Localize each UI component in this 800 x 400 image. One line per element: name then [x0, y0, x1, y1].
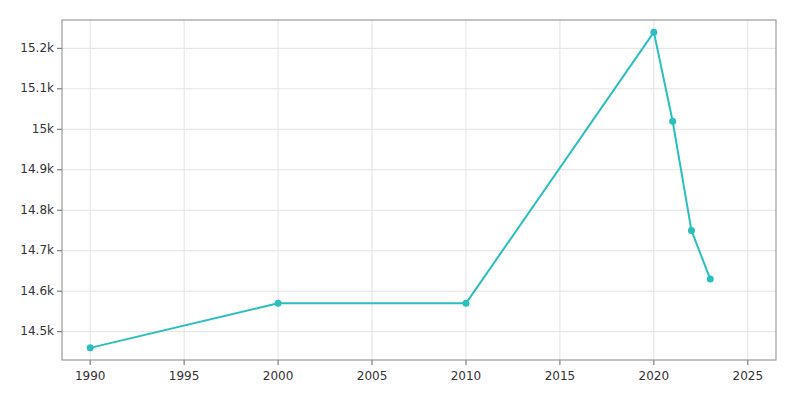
y-tick — [57, 88, 62, 89]
x-tick — [184, 360, 185, 365]
plot-background — [62, 20, 776, 360]
point — [669, 118, 676, 125]
x-tick-label: 2000 — [263, 369, 294, 383]
x-tick — [465, 360, 466, 365]
x-tick-label: 1990 — [75, 369, 106, 383]
plot-frame — [62, 20, 776, 360]
y-grid-line — [62, 291, 776, 292]
y-grid-line — [62, 250, 776, 251]
x-tick-label: 2010 — [451, 369, 482, 383]
x-grid-line — [559, 20, 560, 360]
line — [90, 32, 710, 348]
point — [275, 300, 282, 307]
chart-svg: 14.5k 14.6k 14.7k 14.8k 14.9k 15k 15.1k 15.2k 19… — [0, 0, 800, 400]
x-tick — [559, 360, 560, 365]
point — [688, 227, 695, 234]
x-tick — [372, 360, 373, 365]
axes: 14.5k 14.6k 14.7k 14.8k 14.9k 15k 15.1k 15.2k 19… — [20, 20, 776, 383]
y-grid-line — [62, 48, 776, 49]
y-tick-label: 15.2k — [20, 41, 54, 55]
y-grid-line — [62, 169, 776, 170]
data-group — [87, 29, 714, 352]
point — [707, 276, 714, 283]
y-grid-line — [62, 88, 776, 89]
x-tick — [278, 360, 279, 365]
y-grid-line — [62, 210, 776, 211]
y-tick — [57, 331, 62, 332]
y-tick — [57, 169, 62, 170]
x-tick-label: 2005 — [357, 369, 388, 383]
y-tick-label: 14.6k — [20, 284, 54, 298]
y-tick-label: 14.5k — [20, 324, 54, 338]
x-tick — [747, 360, 748, 365]
x-grid-line — [184, 20, 185, 360]
x-tick-label: 2025 — [733, 369, 764, 383]
x-tick-label: 1995 — [169, 369, 200, 383]
point — [462, 300, 469, 307]
y-tick-label: 14.8k — [20, 203, 54, 217]
y-grid-line — [62, 129, 776, 130]
y-grid-line — [62, 331, 776, 332]
y-tick — [57, 291, 62, 292]
y-tick — [57, 250, 62, 251]
x-grid-line — [372, 20, 373, 360]
x-tick — [90, 360, 91, 365]
x-grid-line — [465, 20, 466, 360]
page: {"chart_data": {"type": "line", "x": [19… — [0, 0, 800, 400]
y-tick — [57, 129, 62, 130]
grid — [62, 20, 776, 360]
y-tick — [57, 210, 62, 211]
x-grid-line — [747, 20, 748, 360]
x-tick-label: 2015 — [545, 369, 576, 383]
y-tick — [57, 48, 62, 49]
x-grid-line — [90, 20, 91, 360]
point — [650, 29, 657, 36]
y-tick-label: 14.9k — [20, 162, 54, 176]
y-tick-label: 15.1k — [20, 81, 54, 95]
x-tick — [653, 360, 654, 365]
x-tick-label: 2020 — [639, 369, 670, 383]
y-tick-label: 15k — [32, 122, 54, 136]
y-tick-label: 14.7k — [20, 243, 54, 257]
point — [87, 344, 94, 351]
x-grid-line — [653, 20, 654, 360]
x-grid-line — [278, 20, 279, 360]
chart-container: 14.5k 14.6k 14.7k 14.8k 14.9k 15k 15.1k 15.2k 19… — [0, 0, 800, 400]
